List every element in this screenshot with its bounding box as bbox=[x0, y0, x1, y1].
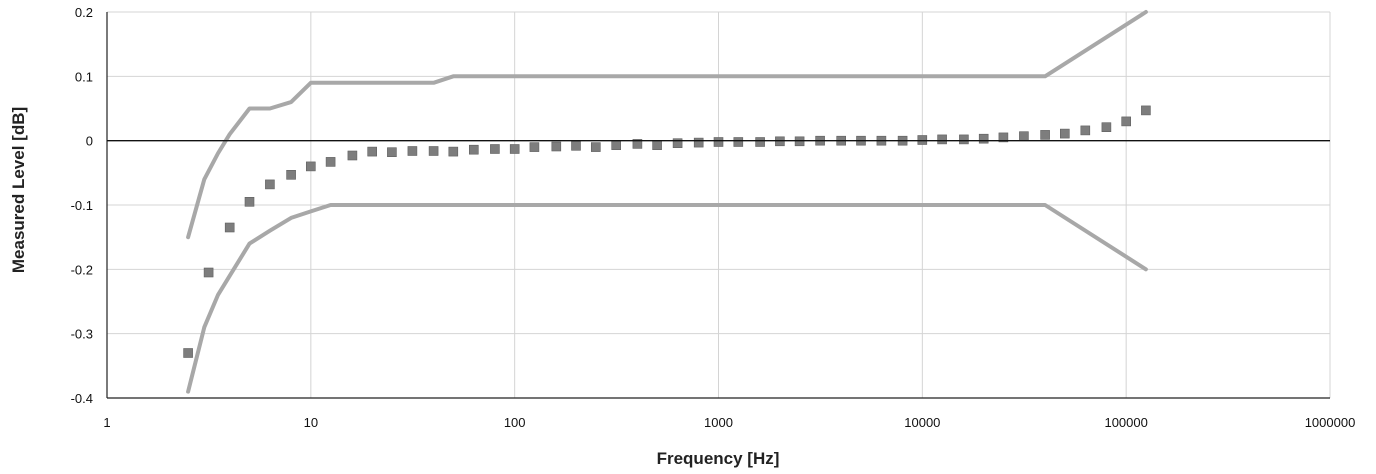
data-point bbox=[937, 134, 947, 145]
x-tick-label: 10000 bbox=[904, 415, 940, 430]
data-point bbox=[1040, 130, 1050, 140]
data-point bbox=[224, 222, 235, 233]
data-point bbox=[428, 146, 439, 156]
data-point bbox=[1121, 116, 1131, 127]
x-tick-label: 1000000 bbox=[1305, 415, 1356, 430]
data-point bbox=[305, 161, 316, 172]
lower-limit-line bbox=[186, 203, 1148, 394]
x-axis-title: Frequency [Hz] bbox=[657, 449, 780, 468]
data-point bbox=[347, 150, 358, 161]
data-point bbox=[407, 146, 418, 156]
y-axis-title: Measured Level [dB] bbox=[9, 107, 28, 273]
axes bbox=[106, 12, 1330, 399]
y-tick-label: -0.3 bbox=[71, 327, 93, 342]
data-point bbox=[632, 139, 643, 149]
data-point bbox=[978, 133, 989, 144]
data-point bbox=[448, 146, 459, 157]
data-point bbox=[529, 142, 540, 152]
data-point bbox=[490, 144, 500, 154]
data-point bbox=[183, 348, 193, 358]
data-point bbox=[265, 179, 275, 190]
data-point bbox=[571, 141, 581, 151]
y-tick-label: -0.1 bbox=[71, 198, 93, 213]
data-point bbox=[1060, 128, 1070, 139]
data-point bbox=[1141, 105, 1151, 116]
data-point bbox=[590, 142, 601, 152]
data-point bbox=[652, 140, 662, 150]
data-point bbox=[244, 197, 255, 207]
data-point bbox=[367, 146, 378, 157]
tick-labels: 1 10 100 1000 10000 100000 1000000 0.2 0.1 0 -0.1 -… bbox=[71, 5, 1356, 430]
data-point bbox=[387, 147, 397, 157]
data-point bbox=[286, 170, 296, 180]
y-tick-label: 0.1 bbox=[75, 69, 93, 84]
data-point bbox=[998, 132, 1009, 143]
upper-limit-line bbox=[186, 10, 1148, 240]
x-tick-label: 100 bbox=[504, 415, 526, 430]
data-point bbox=[713, 137, 724, 147]
data-point bbox=[551, 141, 562, 152]
y-tick-label: -0.2 bbox=[71, 262, 93, 277]
x-tick-label: 10 bbox=[304, 415, 318, 430]
data-point bbox=[611, 140, 622, 150]
data-point bbox=[1019, 131, 1029, 141]
x-tick-label: 100000 bbox=[1104, 415, 1147, 430]
data-point bbox=[672, 138, 683, 148]
data-point bbox=[1101, 122, 1112, 132]
data-point bbox=[693, 137, 704, 148]
y-tick-label: -0.4 bbox=[71, 391, 93, 406]
x-tick-label: 1000 bbox=[704, 415, 733, 430]
data-point bbox=[509, 144, 520, 154]
data-point bbox=[203, 267, 214, 278]
y-tick-label: 0.2 bbox=[75, 5, 93, 20]
data-point bbox=[733, 137, 744, 147]
data-point bbox=[325, 157, 336, 167]
data-point bbox=[755, 137, 765, 147]
data-point bbox=[1080, 125, 1091, 136]
data-point bbox=[959, 134, 969, 145]
data-point bbox=[468, 144, 479, 155]
y-tick-label: 0 bbox=[86, 134, 93, 149]
x-tick-label: 1 bbox=[103, 415, 110, 430]
